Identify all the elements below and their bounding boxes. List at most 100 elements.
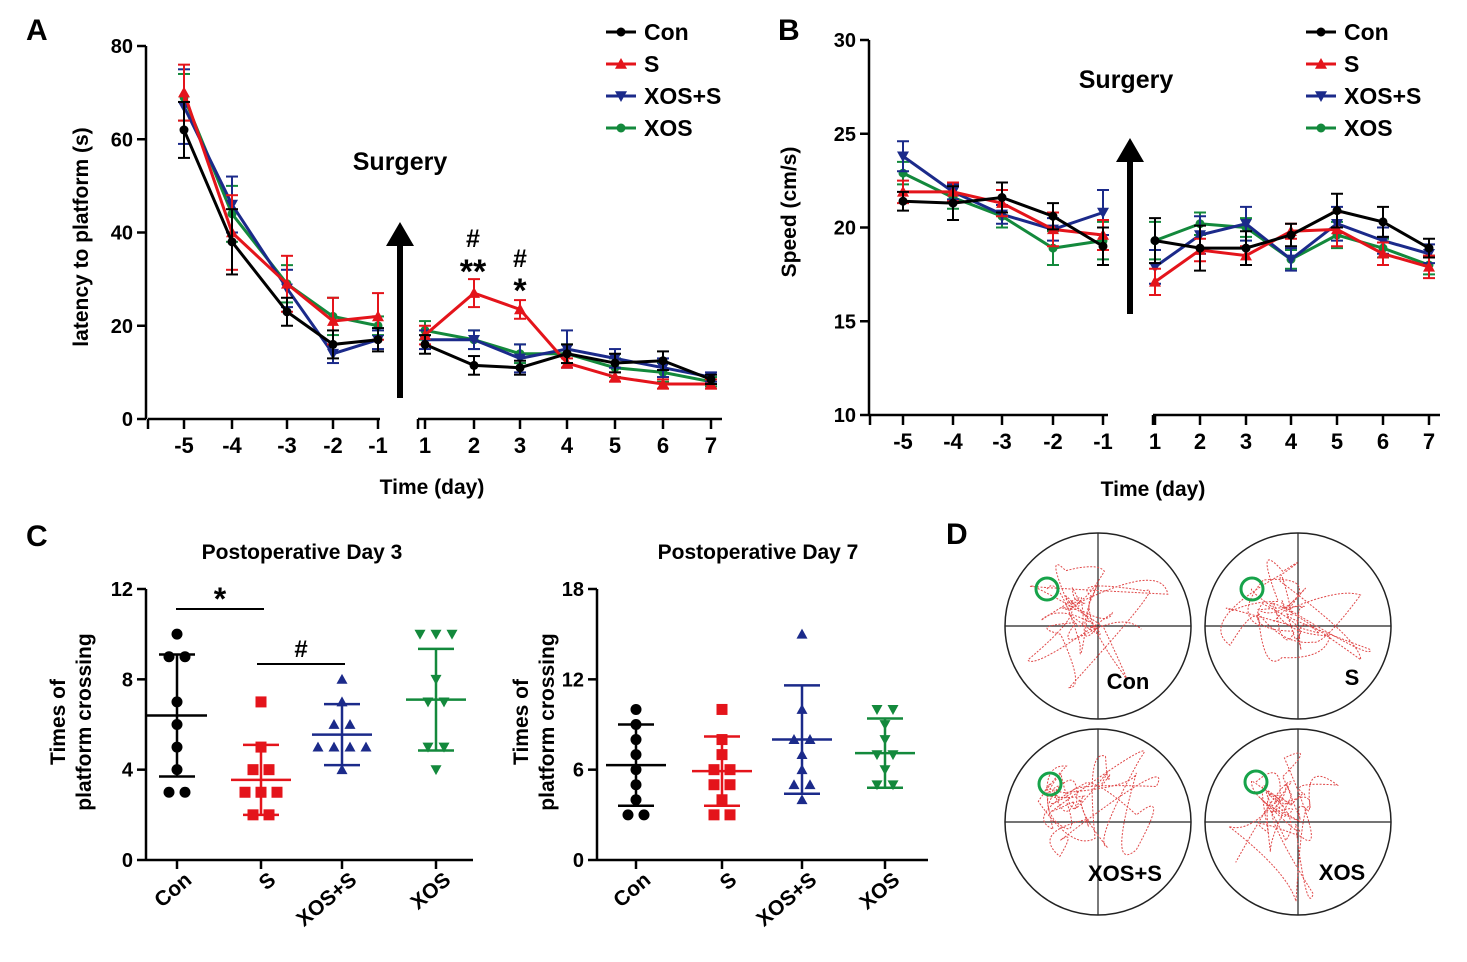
panel-a-data-point [373, 335, 383, 345]
panel-a-legend: Con S XOS+S XOS [606, 19, 721, 141]
panel-c-day3-chart: Postoperative Day 3 Times of platform cr… [47, 541, 473, 931]
panel-a-x-tick-label: 6 [657, 433, 669, 458]
panel-a-data-point [468, 287, 480, 298]
swim-path-arena-xos-s: XOS+S [1004, 728, 1192, 916]
panel-a-x-tick-label: 2 [468, 433, 480, 458]
panel-b-legend-marker [1315, 58, 1327, 69]
panel-c-day3-data-point [271, 786, 283, 798]
panel-c-day3-y-label-line1: Times of [47, 678, 70, 765]
panel-b-surgery-arrow-head [1116, 138, 1144, 162]
panel-c-day7-y-tick-label: 6 [573, 760, 584, 782]
panel-c-day3-title: Postoperative Day 3 [202, 541, 403, 564]
panel-c-day7-data-point [804, 779, 816, 790]
panel-b-data-point [1377, 235, 1389, 247]
panel-c-day3-data-point [344, 741, 356, 752]
panel-b-data-point [897, 151, 909, 163]
panel-a-x-tick-label: -1 [368, 433, 388, 458]
panel-a-data-point [609, 371, 621, 382]
panel-c-day7-y-tick-label: 12 [562, 669, 584, 691]
panel-b-data-point [1098, 241, 1108, 251]
panel-a-data-point [706, 374, 716, 384]
panel-a-data-point [515, 363, 525, 373]
panel-c-day3-y-axis-label: Times of platform crossing [47, 633, 96, 810]
panel-b-x-tick-label: -3 [992, 429, 1012, 454]
arena-group-label: Con [1107, 669, 1150, 694]
panel-c-day7-data-point [871, 705, 883, 715]
panel-a-y-tick-label: 20 [111, 316, 133, 338]
panel-c-day7-group-con [606, 703, 666, 821]
panel-a-series-con [178, 100, 717, 386]
panel-b-data-point [1285, 254, 1297, 266]
panel-b-x-tick-label: 4 [1285, 429, 1298, 454]
panel-c-day3-data-point [255, 696, 267, 708]
arena-group-label: XOS [1319, 860, 1365, 885]
panel-a-data-point [281, 277, 293, 289]
swim-trajectory [1027, 564, 1169, 689]
panel-c-day7-y-tick-label: 0 [573, 850, 584, 872]
panel-c-day7-data-point [788, 779, 800, 790]
panel-d-swim-paths: Con S XOS+S XOS [1004, 532, 1392, 916]
panel-a-sig-stars-day2: ** [460, 253, 487, 291]
panel-c-day7-data-point [708, 809, 720, 821]
panel-b-data-point [1331, 223, 1343, 235]
panel-b-x-tick-label: 3 [1240, 429, 1252, 454]
panel-b-data-point [898, 196, 908, 206]
panel-c-day3-data-point [328, 719, 340, 729]
panel-c-day7-data-point [796, 794, 808, 805]
panel-c-day3-data-point [328, 741, 340, 752]
panel-b-data-point [1241, 243, 1251, 253]
panel-a-legend-label: XOS [644, 115, 693, 141]
panel-c-day3-data-point [179, 651, 191, 663]
panel-c-day7-x-tick-label: XOS [855, 868, 904, 914]
panel-c-day3-y-tick-label: 0 [122, 850, 133, 872]
panel-c-day3-x-tick-label: Con [150, 868, 196, 912]
panel-b-data-point [1378, 217, 1388, 227]
panel-b-x-tick-label: 6 [1377, 429, 1389, 454]
panel-c-day3-sig-star: * [214, 581, 227, 617]
panel-c-day3-data-point [422, 742, 434, 753]
panel-c-day3-data-point [171, 628, 183, 640]
panel-b-data-point [1150, 236, 1160, 246]
panel-b-surgery-annotation: Surgery [1079, 66, 1174, 94]
panel-b-data-point [1097, 207, 1109, 219]
panel-a-series-line [182, 105, 379, 356]
panel-b-axes: 10 15 20 25 30 -5 -4 -3 -2 -1 1 2 3 4 5 6 7 [834, 30, 1440, 454]
panel-b-data-point [1424, 243, 1434, 253]
panel-c-day3-group-s [231, 696, 291, 821]
panel-c-day3-data-point [239, 786, 251, 798]
panel-b-data-point [1149, 262, 1161, 273]
panel-b-data-point [1377, 247, 1389, 259]
panel-a-data-point [328, 339, 338, 349]
panel-a-surgery-arrow-head [386, 222, 414, 246]
panel-c-day7-data-point [724, 779, 736, 791]
panel-c-day3-data-point [336, 673, 348, 684]
panel-a-y-tick-label: 80 [111, 36, 133, 58]
panel-b-legend-label: XOS [1344, 115, 1393, 141]
panel-c-day7-data-point [716, 703, 728, 715]
panel-c-day3-data-point [446, 629, 458, 640]
panel-a-y-tick-label: 0 [122, 409, 133, 431]
panel-c-day7-data-point [622, 809, 634, 821]
arena-group-label: S [1345, 665, 1360, 690]
panel-c-day3-y-tick-label: 12 [111, 579, 133, 601]
platform-location [1243, 769, 1269, 795]
panel-b-x-tick-label: 5 [1331, 429, 1343, 454]
panel-a-data-point [562, 349, 572, 359]
panel-c-day3-data-point [163, 651, 175, 663]
panel-a-legend-label: S [644, 51, 659, 77]
panel-b-series-con [897, 181, 1435, 272]
panel-c-day7-x-tick-label: XOS+S [752, 868, 821, 931]
panel-c-day7-data-point [887, 705, 899, 715]
panel-c-day3-sig-hash: # [294, 636, 307, 663]
panel-label-a: A [26, 14, 48, 47]
panel-a-x-tick-label: 1 [419, 433, 431, 458]
panel-a-data-point [282, 307, 292, 317]
panel-a-x-tick-label: 7 [705, 433, 717, 458]
panel-c-day7-data-point [871, 750, 883, 761]
panel-c-day7-group-xos-s [772, 628, 832, 805]
panel-b-data-point [1332, 206, 1342, 216]
panel-b-x-tick-label: 7 [1423, 429, 1435, 454]
panel-a-surgery-annotation: Surgery [353, 148, 448, 176]
panel-c-day7-x-tick-label: S [716, 868, 742, 895]
